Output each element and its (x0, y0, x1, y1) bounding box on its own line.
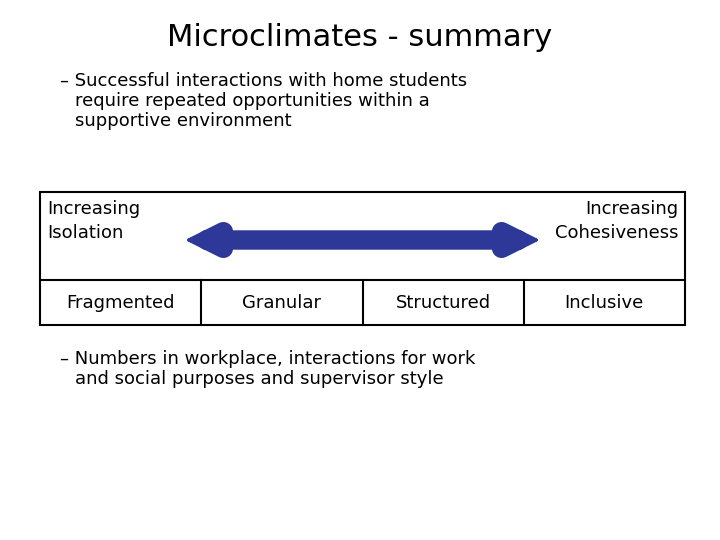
Text: Fragmented: Fragmented (66, 294, 175, 312)
Text: Increasing: Increasing (585, 200, 678, 218)
Text: require repeated opportunities within a: require repeated opportunities within a (75, 92, 430, 110)
Text: supportive environment: supportive environment (75, 112, 292, 130)
Text: Granular: Granular (243, 294, 321, 312)
Text: Isolation: Isolation (47, 224, 123, 242)
Bar (40, 192, 685, 325)
Text: – Successful interactions with home students: – Successful interactions with home stud… (60, 72, 467, 90)
Text: Inclusive: Inclusive (564, 294, 644, 312)
Text: Increasing: Increasing (47, 200, 140, 218)
Text: and social purposes and supervisor style: and social purposes and supervisor style (75, 370, 444, 388)
Text: Structured: Structured (395, 294, 491, 312)
Text: Microclimates - summary: Microclimates - summary (167, 24, 553, 52)
Text: – Numbers in workplace, interactions for work: – Numbers in workplace, interactions for… (60, 350, 475, 368)
Text: Cohesiveness: Cohesiveness (554, 224, 678, 242)
